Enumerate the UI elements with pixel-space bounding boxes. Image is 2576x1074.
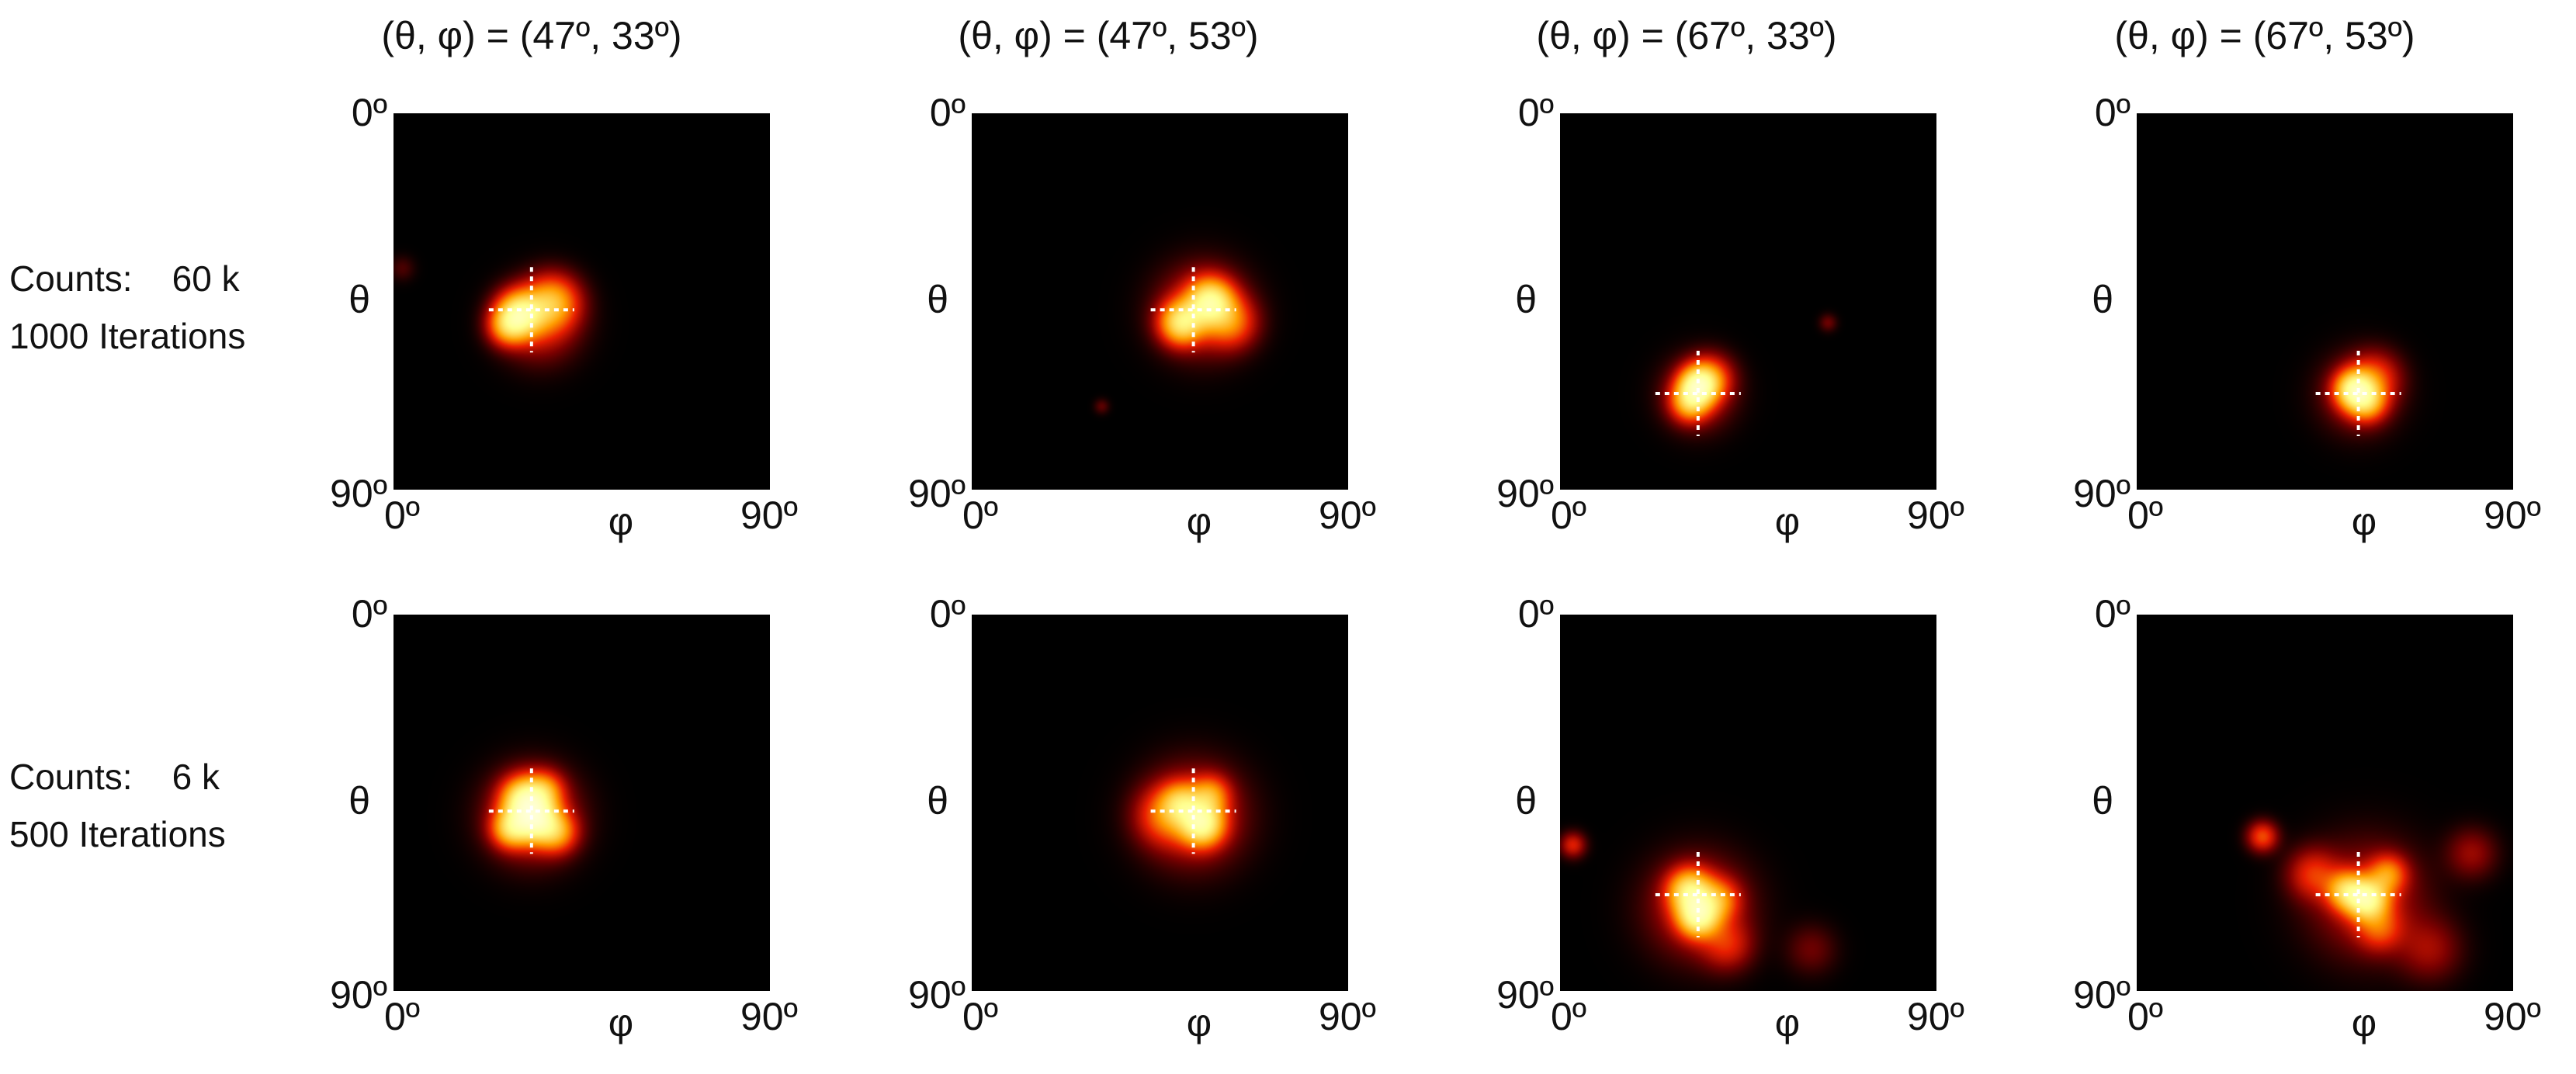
- x-tick-label-right: 90º: [2484, 995, 2541, 1038]
- x-tick-label-right: 90º: [740, 995, 798, 1038]
- true-position-marker: [2315, 351, 2401, 437]
- x-axis-label: φ: [1186, 1001, 1212, 1045]
- x-axis-label: φ: [1774, 500, 1801, 543]
- heatmap-panel: [2137, 615, 2513, 991]
- y-axis-label: θ: [348, 779, 370, 823]
- heatmap-panel: [972, 113, 1348, 490]
- y-axis-label: θ: [348, 278, 370, 321]
- x-axis-label: φ: [2351, 500, 2377, 543]
- y-tick-label-top: 0º: [1517, 91, 1554, 134]
- y-axis-label: θ: [927, 779, 948, 823]
- x-tick-label-left: 0º: [384, 995, 421, 1038]
- heatmap-image: [2137, 615, 2513, 991]
- y-axis-label: θ: [927, 278, 948, 321]
- y-tick-label-top: 0º: [1517, 592, 1554, 636]
- heatmap-image: [1560, 615, 1936, 991]
- y-tick-label-top: 0º: [351, 592, 387, 636]
- x-tick-label-right: 90º: [1319, 494, 1376, 537]
- x-axis-label: φ: [1186, 500, 1212, 543]
- true-position-marker: [1655, 351, 1741, 437]
- y-tick-label-bottom: 90º: [908, 472, 966, 515]
- y-tick-label-bottom: 90º: [330, 472, 387, 515]
- y-axis-label: θ: [1515, 278, 1537, 321]
- y-tick-label-bottom: 90º: [330, 973, 387, 1017]
- true-position-marker: [488, 267, 574, 353]
- y-tick-label-bottom: 90º: [2073, 472, 2130, 515]
- y-tick-label-bottom: 90º: [1496, 472, 1554, 515]
- x-axis-label: φ: [608, 1001, 634, 1045]
- x-tick-label-left: 0º: [962, 494, 999, 537]
- x-tick-label-left: 0º: [962, 995, 999, 1038]
- y-tick-label-bottom: 90º: [2073, 973, 2130, 1017]
- y-tick-label-bottom: 90º: [1496, 973, 1554, 1017]
- heatmap-panel: [394, 615, 770, 991]
- x-axis-label: φ: [608, 500, 634, 543]
- y-tick-label-top: 0º: [2094, 592, 2130, 636]
- heatmap-panel: [394, 113, 770, 490]
- x-tick-label-left: 0º: [2127, 494, 2164, 537]
- y-tick-label-top: 0º: [2094, 91, 2130, 134]
- column-title-1: (θ, φ) = (47º, 33º): [381, 14, 682, 57]
- heatmap-image: [1560, 113, 1936, 490]
- heatmap-image: [972, 113, 1348, 490]
- row-label-2: Counts: 6 k 500 Iterations: [9, 757, 226, 854]
- y-tick-label-top: 0º: [929, 592, 966, 636]
- y-tick-label-top: 0º: [929, 91, 966, 134]
- y-axis-label: θ: [1515, 779, 1537, 823]
- heatmap-image: [972, 615, 1348, 991]
- x-axis-label: φ: [1774, 1001, 1801, 1045]
- x-tick-label-left: 0º: [1551, 494, 1587, 537]
- heatmap-panel: [1560, 113, 1936, 490]
- x-tick-label-left: 0º: [2127, 995, 2164, 1038]
- heatmap-panel: [2137, 113, 2513, 490]
- x-tick-label-left: 0º: [1551, 995, 1587, 1038]
- true-position-marker: [1150, 768, 1236, 854]
- true-position-marker: [1655, 852, 1741, 938]
- x-axis-label: φ: [2351, 1001, 2377, 1045]
- row-label-1: Counts: 60 k 1000 Iterations: [9, 258, 246, 356]
- heatmap-panel: [972, 615, 1348, 991]
- x-tick-label-right: 90º: [2484, 494, 2541, 537]
- heatmap-image: [2137, 113, 2513, 490]
- x-tick-label-right: 90º: [1907, 494, 1964, 537]
- column-title-4: (θ, φ) = (67º, 53º): [2114, 14, 2415, 57]
- x-tick-label-right: 90º: [1907, 995, 1964, 1038]
- x-tick-label-left: 0º: [384, 494, 421, 537]
- y-axis-label: θ: [2092, 779, 2113, 823]
- true-position-marker: [1150, 267, 1236, 353]
- true-position-marker: [2315, 852, 2401, 938]
- x-tick-label-right: 90º: [1319, 995, 1376, 1038]
- column-title-2: (θ, φ) = (47º, 53º): [958, 14, 1259, 57]
- y-tick-label-bottom: 90º: [908, 973, 966, 1017]
- heatmap-image: [394, 113, 770, 490]
- heatmap-panel: [1560, 615, 1936, 991]
- heatmap-image: [394, 615, 770, 991]
- y-axis-label: θ: [2092, 278, 2113, 321]
- x-tick-label-right: 90º: [740, 494, 798, 537]
- true-position-marker: [488, 768, 574, 854]
- y-tick-label-top: 0º: [351, 91, 387, 134]
- column-title-3: (θ, φ) = (67º, 33º): [1536, 14, 1837, 57]
